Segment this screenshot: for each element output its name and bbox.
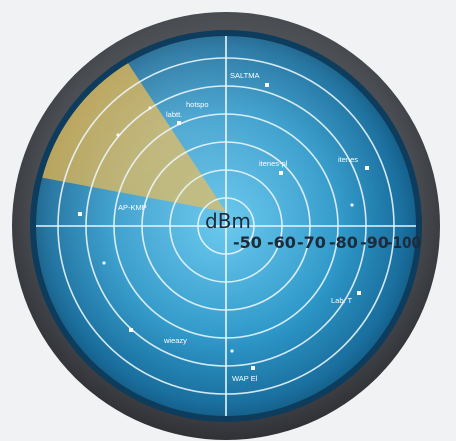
network-marker <box>279 171 283 175</box>
blip-5 <box>230 349 234 353</box>
network-label: AP-KMP <box>118 203 147 212</box>
network-blips: SALTMA hotspo labtt. itenes-pl itenes AP… <box>78 71 369 383</box>
blip-3 <box>350 203 354 207</box>
unit-label: dBm <box>205 209 251 233</box>
scale-label-100: -100 <box>387 233 421 252</box>
network-ap-kmp[interactable]: AP-KMP <box>78 203 147 216</box>
scale-label-60: -60 <box>267 233 296 252</box>
network-wieazy[interactable]: wieazy <box>129 328 187 345</box>
scale-label-50: -50 <box>233 233 262 252</box>
network-lab-t[interactable]: Lab. T <box>331 291 361 305</box>
network-hotspo[interactable]: hotspo <box>186 100 209 109</box>
network-saltma[interactable]: SALTMA <box>230 71 269 87</box>
scale-label-80: -80 <box>329 233 358 252</box>
scale-label-90: -90 <box>360 233 389 252</box>
network-label: hotspo <box>186 100 209 109</box>
blip-2 <box>116 133 120 137</box>
network-label: itenes <box>338 155 358 164</box>
scale-label-70: -70 <box>297 233 326 252</box>
blip-1 <box>148 106 152 110</box>
network-label: WAP El <box>232 374 258 383</box>
network-marker <box>251 366 255 370</box>
network-label: wieazy <box>163 336 187 345</box>
network-marker <box>265 83 269 87</box>
network-wap-el[interactable]: WAP El <box>232 366 258 383</box>
network-label: SALTMA <box>230 71 259 80</box>
network-marker <box>78 212 82 216</box>
network-marker <box>365 166 369 170</box>
scale-readout: -50 -60 -70 -80 -90 -100 <box>233 233 421 252</box>
screen-gloss <box>36 36 416 416</box>
network-label: labtt. <box>166 110 182 119</box>
network-marker <box>129 328 133 332</box>
blip-4 <box>102 261 106 265</box>
network-itenes[interactable]: itenes <box>338 155 369 170</box>
network-marker <box>177 121 181 125</box>
network-marker <box>357 291 361 295</box>
network-label: Lab. T <box>331 296 353 305</box>
network-itenes-pl[interactable]: itenes-pl <box>259 159 288 175</box>
network-label: itenes-pl <box>259 159 288 168</box>
network-labtt[interactable]: labtt. <box>166 110 182 125</box>
